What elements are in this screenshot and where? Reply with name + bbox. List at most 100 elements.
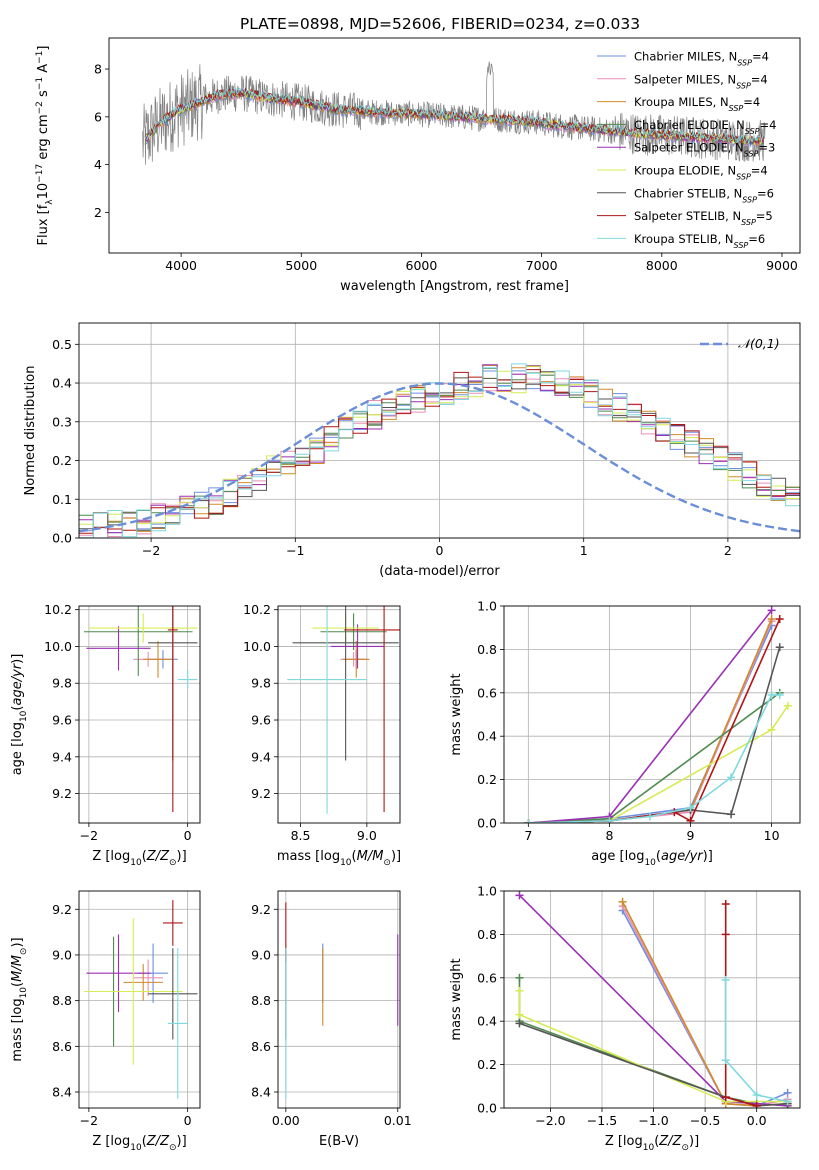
y-tick-label: 1.0 (477, 884, 497, 899)
y-tick-label: 9.2 (251, 902, 271, 917)
y-tick-label: 9.2 (52, 786, 72, 801)
axis-label: mass [log10(M/M⊙)] (277, 849, 401, 868)
y-tick-label: 9.4 (251, 749, 271, 764)
series-chabrier-elodie (515, 973, 761, 1108)
y-tick-label: 10.2 (44, 602, 72, 617)
y-tick-label: 0.8 (477, 642, 497, 657)
y-tick-label: 9.2 (52, 902, 72, 917)
errorbar-kroupa-miles (123, 964, 163, 1001)
axis-label: Z [log10(Z/Z⊙)] (92, 849, 186, 868)
errorbar-salpeter-stelib (167, 606, 178, 812)
y-tick-label: 9.6 (251, 713, 271, 728)
x-tick-label: 0.00 (272, 1113, 300, 1128)
errorbar-chabrier-elodie (83, 606, 193, 676)
y-tick-label: 8.8 (52, 993, 72, 1008)
figure-title: PLATE=0898, MJD=52606, FIBERID=0234, z=0… (240, 15, 640, 33)
errorbar-kroupa-miles (342, 640, 370, 678)
x-tick-label: 9000 (766, 258, 798, 273)
series-kroupa-miles (524, 615, 776, 823)
chart-residual-histogram: −2 −1 0 1 2 0.0 0.1 0.2 0.3 0.4 0.5 (data-model)/er… (23, 322, 801, 579)
y-tick-label: 9.4 (52, 749, 72, 764)
errorbar-salpeter-elodie (331, 624, 385, 669)
axes-frame (277, 605, 401, 824)
series-chabrier-stelib (524, 643, 784, 823)
chart-mass-weight-vs-Z: −2.0 −1.5 −1.0 −0.5 0.0 0.0 0.2 0.4 0.6 0.8 1.0 Z [… (449, 884, 801, 1153)
y-tick-label: 0.1 (52, 492, 72, 507)
x-tick-label: 7000 (526, 258, 558, 273)
series-kroupa-stelib (721, 975, 792, 1106)
y-tick-label: 0.2 (477, 772, 497, 787)
x-tick-label: 4000 (165, 258, 197, 273)
model-spectrum-kroupa-stelib (144, 87, 764, 145)
y-tick-label: 0.0 (52, 531, 72, 546)
y-tick-label: 10.0 (243, 639, 271, 654)
x-tick-label: 2 (724, 543, 732, 558)
axes-frame (503, 890, 801, 1109)
errorbar-kroupa-elodie (83, 918, 183, 1065)
y-tick-label: 9.6 (52, 713, 72, 728)
axis-label: mass weight (449, 958, 464, 1040)
y-tick-label: 9.8 (52, 676, 72, 691)
y-tick-label: 0.2 (52, 453, 72, 468)
y-tick-label: 2 (94, 205, 102, 220)
x-tick-label: −1 (286, 543, 304, 558)
histogram-kroupa-stelib (79, 363, 800, 538)
y-tick-label: 8.6 (52, 1039, 72, 1054)
axis-label: Normed distribution (23, 366, 38, 496)
errorbar-kroupa-elodie (88, 613, 198, 643)
plot-area (287, 606, 400, 814)
errorbar-kroupa-stelib (167, 948, 188, 1099)
x-tick-label: 8 (605, 828, 613, 843)
errorbar-salpeter-elodie (86, 934, 151, 1013)
histogram-salpeter-miles (79, 373, 800, 537)
errorbar-kroupa-miles (143, 640, 173, 678)
chart-age-vs-Z: −2 0 9.2 9.4 9.6 9.8 10.0 10.2 Z [log10(Z/Z⊙)] ag… (10, 602, 201, 868)
series-chabrier-elodie (524, 688, 784, 823)
plot-area (285, 902, 399, 1099)
y-tick-label: 6 (94, 109, 102, 124)
y-tick-label: 8 (94, 62, 102, 77)
x-tick-label: 0 (184, 828, 192, 843)
y-tick-label: 10.0 (44, 639, 72, 654)
y-tick-label: 8.4 (52, 1085, 72, 1100)
axis-label: Flux [fλ10−17 erg cm−2 s−1 A−1] (35, 46, 55, 246)
x-tick-label: 0 (184, 1113, 192, 1128)
errorbar-kroupa-stelib (177, 670, 198, 689)
plot-area (524, 606, 792, 823)
plot-area (142, 61, 766, 165)
axis-label: Z [log10(Z/Z⊙)] (605, 1134, 699, 1153)
errorbar-chabrier-stelib (148, 948, 198, 1040)
chart-mass-weight-vs-age: 7 8 9 10 0.0 0.2 0.4 0.6 0.8 1.0 age [log10(age/yr… (449, 599, 801, 868)
axis-label: mass weight (449, 673, 464, 755)
y-tick-label: 0.5 (52, 337, 72, 352)
x-tick-label: 6000 (406, 258, 438, 273)
y-tick-label: 9.8 (251, 676, 271, 691)
gaussian-curve (79, 382, 800, 533)
series-kroupa-stelib (524, 690, 784, 823)
y-tick-label: 9.0 (251, 947, 271, 962)
x-tick-label: 8000 (646, 258, 678, 273)
series-salpeter-miles (524, 617, 776, 823)
axis-label: age [log10(age/yr)] (10, 654, 29, 776)
y-tick-label: 4 (94, 157, 102, 172)
x-tick-label: 7 (524, 828, 532, 843)
x-tick-label: −1.5 (587, 1113, 617, 1128)
axis-label: Z [log10(Z/Z⊙)] (92, 1134, 186, 1153)
legend-entry: Chabrier STELIB, NSSP=6 (634, 186, 774, 204)
x-tick-label: 0.0 (747, 1113, 767, 1128)
x-tick-label: −0.5 (690, 1113, 720, 1128)
data-spectrum (142, 61, 766, 165)
y-tick-label: 0.2 (477, 1057, 497, 1072)
x-tick-label: −2 (80, 1113, 98, 1128)
x-tick-label: −1.0 (638, 1113, 668, 1128)
x-tick-label: 10 (764, 828, 780, 843)
errorbar-salpeter-stelib (162, 900, 183, 946)
axes-frame (277, 890, 401, 1109)
series-salpeter-elodie (524, 606, 776, 823)
x-tick-label: 9 (687, 828, 695, 843)
x-tick-label: 5000 (285, 258, 317, 273)
plot-area (83, 606, 198, 812)
chart-spectrum: 4000 5000 6000 7000 8000 9000 2 4 6 8 wavelength [… (35, 37, 801, 294)
legend-entry: Salpeter STELIB, NSSP=5 (634, 209, 773, 227)
plot-area (83, 900, 198, 1099)
